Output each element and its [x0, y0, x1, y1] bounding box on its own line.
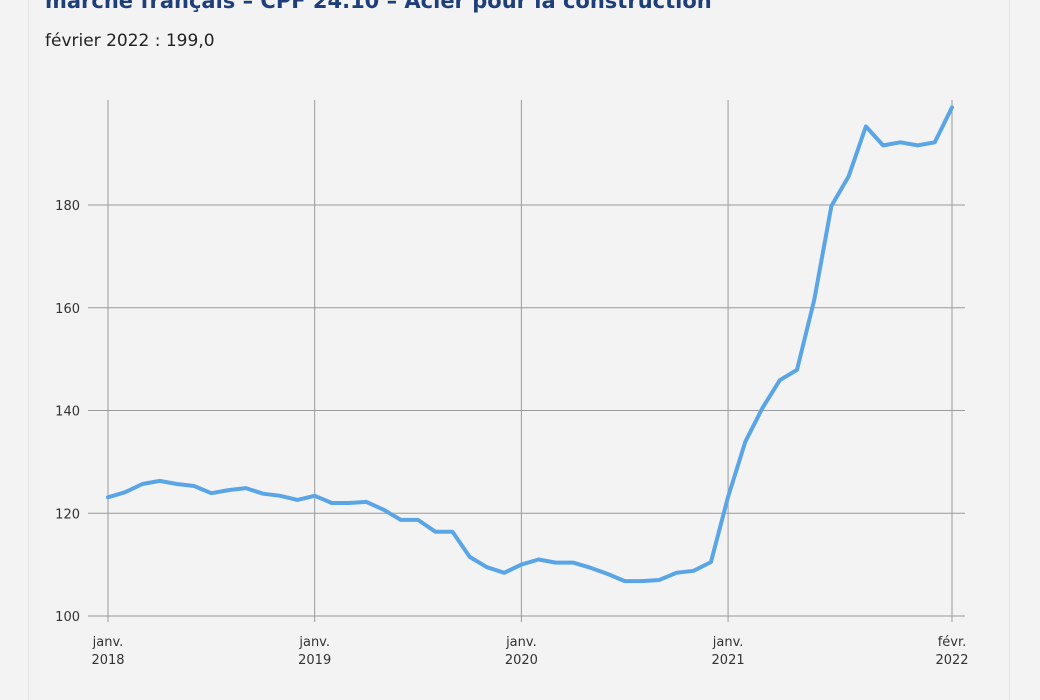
- x-tick-label: 2021: [712, 653, 745, 668]
- x-tick-label: 2019: [298, 653, 331, 668]
- y-tick-label: 160: [55, 302, 80, 317]
- x-tick-label: janv.: [92, 635, 124, 650]
- y-tick-label: 180: [55, 199, 80, 214]
- series-line: [108, 107, 952, 581]
- x-tick-label: janv.: [712, 635, 744, 650]
- y-tick-label: 140: [55, 405, 80, 420]
- x-tick-label: 2020: [505, 653, 538, 668]
- line-chart: 100 120 140 160 180 janv. 2018 janv. 2019 janv. 20…: [0, 0, 1040, 675]
- y-tick-label: 120: [55, 507, 80, 522]
- x-tick-label: 2018: [91, 653, 124, 668]
- x-tick-label: 2022: [935, 653, 968, 668]
- x-tick-label: janv.: [298, 635, 330, 650]
- y-tick-label: 100: [55, 610, 80, 625]
- x-tick-label: févr.: [938, 635, 967, 650]
- x-tick-label: janv.: [505, 635, 537, 650]
